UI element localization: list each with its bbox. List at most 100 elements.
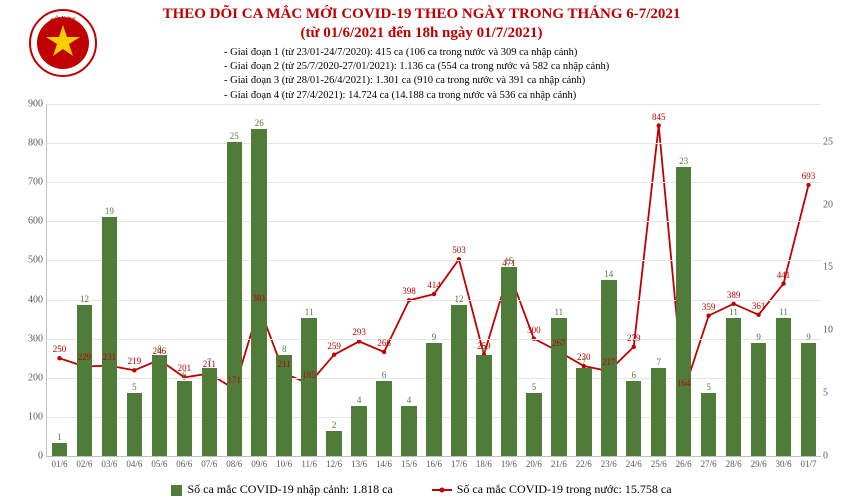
line-value-label: 250 bbox=[53, 344, 67, 354]
bar-value-label: 9 bbox=[432, 332, 437, 342]
bar: 14 bbox=[601, 280, 616, 456]
bar-swatch bbox=[171, 485, 182, 496]
bar-value-label: 5 bbox=[132, 382, 137, 392]
x-tick-label: 26/6 bbox=[676, 459, 692, 469]
y-right-tick: 10 bbox=[823, 325, 841, 336]
y-left-tick: 900 bbox=[17, 99, 43, 110]
y-left-tick: 400 bbox=[17, 294, 43, 305]
line-value-label: 300 bbox=[527, 325, 541, 335]
x-tick-label: 09/6 bbox=[251, 459, 267, 469]
bar: 19 bbox=[102, 217, 117, 456]
bar: 8 bbox=[476, 355, 491, 456]
line-value-label: 845 bbox=[652, 112, 666, 122]
bar: 12 bbox=[451, 305, 466, 456]
line-value-label: 259 bbox=[327, 341, 341, 351]
bar: 1 bbox=[52, 443, 67, 456]
line-point bbox=[132, 368, 136, 372]
line-value-label: 266 bbox=[377, 338, 391, 348]
line-value-label: 246 bbox=[153, 346, 167, 356]
line-value-label: 211 bbox=[203, 359, 216, 369]
y-right-tick: 0 bbox=[823, 451, 841, 462]
x-tick-label: 03/6 bbox=[101, 459, 117, 469]
y-left-tick: 200 bbox=[17, 372, 43, 383]
y-right-tick: 5 bbox=[823, 388, 841, 399]
line-value-label: 231 bbox=[103, 352, 117, 362]
y-left-tick: 700 bbox=[17, 177, 43, 188]
bar: 15 bbox=[501, 267, 516, 456]
x-tick-label: 25/6 bbox=[651, 459, 667, 469]
line-value-label: 398 bbox=[402, 286, 416, 296]
line-value-label: 503 bbox=[452, 245, 466, 255]
line-value-label: 185 bbox=[302, 370, 316, 380]
grid-line bbox=[47, 143, 821, 144]
line-point bbox=[731, 302, 735, 306]
bar-value-label: 26 bbox=[255, 118, 264, 128]
bar: 4 bbox=[401, 406, 416, 456]
bar: 5 bbox=[526, 393, 541, 456]
bar-value-label: 5 bbox=[706, 382, 711, 392]
x-tick-label: 30/6 bbox=[776, 459, 792, 469]
x-tick-label: 05/6 bbox=[151, 459, 167, 469]
y-right-tick: 25 bbox=[823, 136, 841, 147]
x-tick-label: 19/6 bbox=[501, 459, 517, 469]
bar: 9 bbox=[801, 343, 816, 456]
bar: 9 bbox=[751, 343, 766, 456]
x-tick-label: 12/6 bbox=[326, 459, 342, 469]
x-tick-label: 04/6 bbox=[126, 459, 142, 469]
chart-title-2: (từ 01/6/2021 đến 18h ngày 01/7/2021) bbox=[4, 25, 839, 42]
line-value-label: 693 bbox=[802, 171, 816, 181]
y-left-tick: 600 bbox=[17, 216, 43, 227]
line-value-label: 359 bbox=[702, 302, 716, 312]
x-tick-label: 06/6 bbox=[176, 459, 192, 469]
line-value-label: 293 bbox=[352, 327, 366, 337]
bar-value-label: 19 bbox=[105, 206, 114, 216]
line-value-label: 267 bbox=[552, 338, 566, 348]
line-value-label: 381 bbox=[252, 293, 266, 303]
line-point bbox=[781, 281, 785, 285]
line-point bbox=[57, 356, 61, 360]
line-value-label: 230 bbox=[577, 352, 591, 362]
annotation: - Giai đoạn 4 (từ 27/4/2021): 14.724 ca … bbox=[224, 89, 839, 103]
y-left-tick: 800 bbox=[17, 138, 43, 149]
bar-value-label: 2 bbox=[332, 420, 337, 430]
chart-title-1: THEO DÕI CA MẮC MỚI COVID-19 THEO NGÀY T… bbox=[4, 6, 839, 23]
line-value-label: 414 bbox=[427, 280, 441, 290]
bar-value-label: 1 bbox=[57, 432, 62, 442]
bar: 6 bbox=[177, 381, 192, 456]
bar: 25 bbox=[227, 142, 242, 456]
annotation: - Giai đoạn 1 (từ 23/01-24/7/2020): 415 … bbox=[224, 46, 839, 60]
bar: 11 bbox=[776, 318, 791, 456]
x-tick-label: 29/6 bbox=[751, 459, 767, 469]
moh-logo: BỘ Y TẾ MINISTRY OF HEALTH bbox=[28, 8, 98, 78]
covid-chart: BỘ Y TẾ MINISTRY OF HEALTH THEO DÕI CA M… bbox=[0, 0, 843, 503]
line-point bbox=[632, 345, 636, 349]
bar: 11 bbox=[726, 318, 741, 456]
y-left-tick: 300 bbox=[17, 333, 43, 344]
x-tick-label: 15/6 bbox=[401, 459, 417, 469]
legend-line: Số ca mắc COVID-19 trong nước: 15.758 ca bbox=[432, 482, 672, 497]
bar-value-label: 12 bbox=[454, 294, 463, 304]
legend: Số ca mắc COVID-19 nhập cảnh: 1.818 ca S… bbox=[0, 482, 843, 497]
bar-value-label: 4 bbox=[407, 395, 412, 405]
bar: 7 bbox=[576, 368, 591, 456]
chart-titles: THEO DÕI CA MẮC MỚI COVID-19 THEO NGÀY T… bbox=[4, 6, 839, 42]
x-tick-label: 14/6 bbox=[376, 459, 392, 469]
y-right-tick: 15 bbox=[823, 262, 841, 273]
line-value-label: 259 bbox=[477, 341, 491, 351]
grid-line bbox=[47, 260, 821, 261]
x-tick-label: 08/6 bbox=[226, 459, 242, 469]
line-swatch bbox=[432, 489, 452, 491]
line-value-label: 201 bbox=[178, 363, 192, 373]
x-tick-label: 27/6 bbox=[701, 459, 717, 469]
bar-value-label: 4 bbox=[357, 395, 362, 405]
x-tick-label: 16/6 bbox=[426, 459, 442, 469]
x-tick-label: 18/6 bbox=[476, 459, 492, 469]
x-tick-label: 20/6 bbox=[526, 459, 542, 469]
x-tick-label: 02/6 bbox=[76, 459, 92, 469]
annotation: - Giai đoạn 3 (từ 28/01-26/4/2021): 1.30… bbox=[224, 74, 839, 88]
bar: 8 bbox=[276, 355, 291, 456]
bar-value-label: 11 bbox=[729, 307, 738, 317]
header: BỘ Y TẾ MINISTRY OF HEALTH THEO DÕI CA M… bbox=[4, 6, 839, 103]
line-value-label: 219 bbox=[128, 356, 142, 366]
bar-value-label: 25 bbox=[230, 131, 239, 141]
